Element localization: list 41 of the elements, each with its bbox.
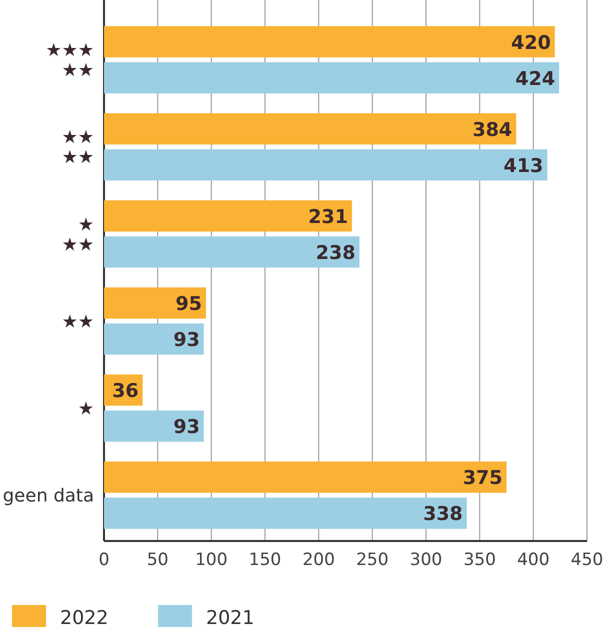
- y-tick-label: geen data: [2, 486, 94, 506]
- x-tick-label: 50: [146, 550, 168, 570]
- x-tick-label: 350: [463, 550, 496, 570]
- data-label: 413: [504, 154, 544, 177]
- y-tick-label: ★★★★★: [46, 40, 94, 82]
- data-label: 338: [423, 503, 463, 526]
- bar: [104, 287, 206, 319]
- bar: [104, 236, 360, 268]
- data-label: 93: [173, 416, 200, 438]
- data-label: 95: [176, 293, 202, 316]
- y-tick-label: ★★★★: [62, 127, 94, 168]
- bar: [104, 149, 548, 181]
- data-label: 36: [112, 380, 139, 402]
- data-label: 238: [316, 242, 356, 264]
- data-label: 384: [472, 118, 512, 141]
- y-tick-label: ★: [78, 398, 94, 420]
- x-tick-label: 200: [302, 550, 335, 570]
- bar: [104, 323, 204, 355]
- bar: [104, 498, 467, 529]
- legend-label: 2022: [60, 607, 108, 629]
- y-tick-label: ★★★: [62, 214, 94, 256]
- bar: [104, 26, 555, 58]
- bar: [104, 113, 516, 144]
- y-tick-label: ★★: [62, 311, 94, 332]
- x-tick-label: 250: [356, 550, 389, 570]
- data-label: 93: [173, 329, 200, 352]
- bar: [104, 462, 506, 493]
- x-tick-label: 0: [98, 550, 110, 570]
- bar: [104, 200, 352, 232]
- bar: [104, 410, 204, 442]
- x-tick-label: 150: [248, 550, 282, 570]
- legend-label: 2021: [206, 607, 254, 629]
- data-label: 420: [511, 32, 551, 54]
- data-label: 375: [462, 467, 502, 490]
- x-tick-label: 300: [410, 550, 442, 570]
- x-tick-label: 450: [570, 550, 604, 570]
- data-label: 231: [308, 206, 348, 228]
- data-label: 424: [515, 68, 556, 90]
- bar: [104, 62, 560, 94]
- x-tick-label: 400: [517, 550, 550, 570]
- x-tick-label: 100: [195, 550, 228, 570]
